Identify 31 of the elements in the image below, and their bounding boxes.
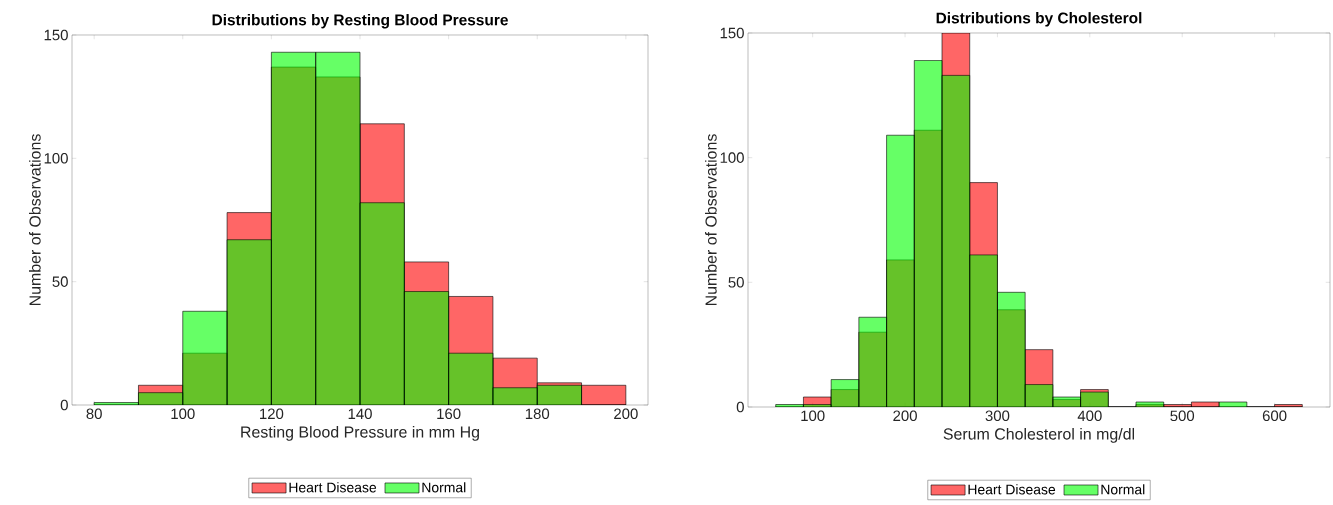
x-tick-label: 140 xyxy=(348,408,372,420)
x-tick-label: 300 xyxy=(985,410,1010,422)
x-axis-title: Resting Blood Pressure in mm Hg xyxy=(241,425,479,441)
y-axis-title: Number of Observations xyxy=(29,134,41,306)
x-tick-label: 200 xyxy=(893,410,917,422)
x-tick-label: 600 xyxy=(1262,410,1287,422)
chart-title: Distributions by Resting Blood Pressure xyxy=(212,14,508,29)
x-axis-title: Serum Cholesterol in mg/dl xyxy=(943,427,1135,443)
legend-label: Normal xyxy=(1101,484,1145,495)
y-tick-label: 0 xyxy=(60,399,68,411)
x-tick-label: 120 xyxy=(260,408,284,420)
x-tick-label: 80 xyxy=(86,408,102,420)
y-tick-label: 150 xyxy=(720,27,744,39)
legend-label: Heart Disease xyxy=(289,482,377,493)
x-tick-label: 180 xyxy=(525,408,550,420)
x-tick-label: 400 xyxy=(1077,410,1102,422)
x-tick-label: 160 xyxy=(437,408,461,420)
chart-title: Distributions by Cholesterol xyxy=(936,12,1142,27)
legend-label: Normal xyxy=(422,482,466,493)
y-tick-label: 0 xyxy=(736,401,744,413)
y-tick-label: 150 xyxy=(44,29,68,41)
y-axis-title: Number of Observations xyxy=(705,134,717,306)
y-tick-label: 100 xyxy=(720,152,744,163)
x-tick-label: 100 xyxy=(171,408,195,420)
y-tick-label: 100 xyxy=(44,153,68,164)
x-tick-label: 200 xyxy=(614,408,638,420)
x-tick-label: 100 xyxy=(801,410,825,422)
x-tick-label: 500 xyxy=(1170,410,1195,422)
y-tick-label: 50 xyxy=(52,276,68,287)
y-tick-label: 50 xyxy=(728,277,744,288)
legend-label: Heart Disease xyxy=(968,484,1056,495)
